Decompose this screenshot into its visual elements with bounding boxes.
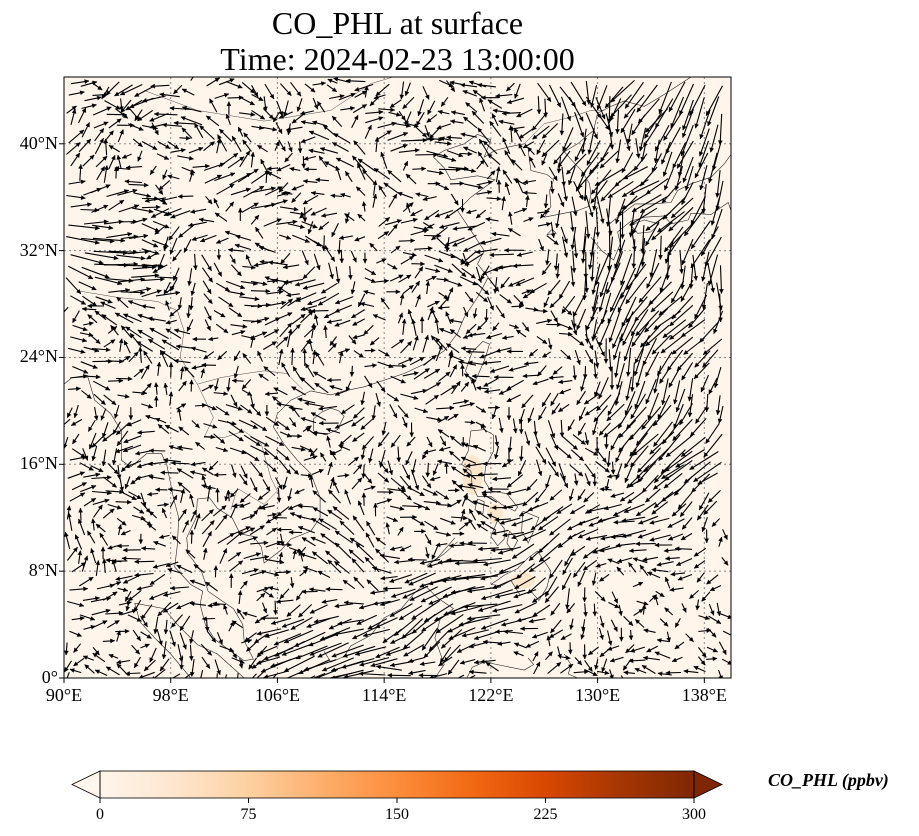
lon-tick-label: 114°E [361,685,407,705]
colorbar-extend-high [693,770,723,799]
lat-tick-label: 8°N [28,560,58,581]
map-frame [63,76,732,679]
lon-tick-label: 122°E [468,685,514,705]
axis-ticks [59,143,705,683]
colorbar-tick-label: 225 [533,806,558,823]
colorbar-tick-label: 0 [96,806,104,823]
colorbar-extend-low [71,770,101,799]
lon-tick-label: 130°E [574,685,621,705]
colorbar-tick-label: 300 [682,806,706,823]
colorbar-label: CO_PHL (ppbv) [768,770,889,790]
map-time: Time: 2024-02-23 13:00:00 [220,41,575,77]
colorbar-bar [100,771,694,798]
lon-tick-label: 98°E [152,685,189,705]
map-title: CO_PHL at surface [271,5,524,41]
lat-tick-label: 16°N [19,453,58,474]
lat-tick-label: 0° [41,667,58,687]
colorbar-tick-label: 75 [240,806,257,823]
colorbar-tick-label: 150 [385,806,409,823]
lat-tick-label: 24°N [19,346,58,367]
lat-tick-label: 32°N [19,239,58,260]
lon-tick-label: 90°E [45,685,83,705]
lat-tick-label: 40°N [19,132,58,153]
lon-tick-label: 138°E [681,685,727,705]
lon-tick-label: 106°E [254,685,301,705]
wind-vectors [64,77,731,678]
colorbar [71,770,723,803]
